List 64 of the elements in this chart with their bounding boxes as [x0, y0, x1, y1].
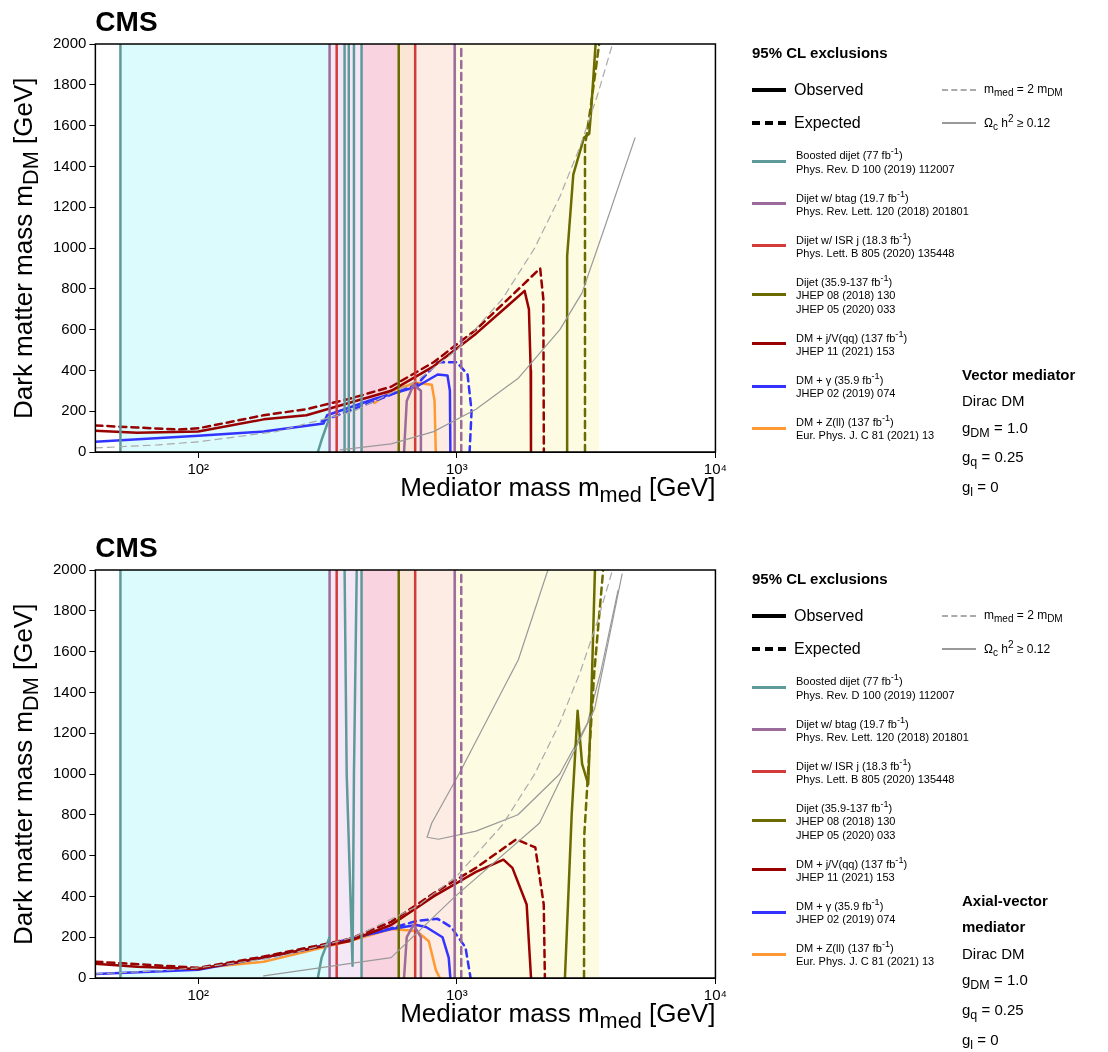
legend-label: Dijet w/ btag (19.7 fb$^{-1}$) Phys. Rev. Lett. 120 (2018) 201801: [796, 188, 969, 219]
legend-label: Ω$_{c}$ h$^{2}$ ≥ 0.12: [984, 639, 1051, 659]
x-tick-label: 10²: [187, 460, 210, 478]
y-tick-label: 2000: [52, 34, 87, 52]
legend-title: 95% CL exclusions: [752, 44, 889, 61]
legend-label: Boosted dijet (77 fb$^{-1}$) Phys. Rev. D 100 (2019) 112007: [796, 672, 955, 703]
y-tick-label: 200: [61, 927, 87, 945]
x-tick-label: 10³: [446, 986, 468, 1004]
legend-label: DM + γ (35.9 fb$^{-1}$) JHEP 02 (2019) 074: [796, 370, 896, 402]
text: g$_{q}$ = 0.25: [962, 447, 1025, 472]
legend-label: Boosted dijet (77 fb$^{-1}$) Phys. Rev. D 100 (2019) 112007: [796, 146, 955, 177]
x-tick-label: 10³: [446, 460, 468, 478]
y-tick-label: 1200: [52, 723, 87, 741]
text: g$_{l}$ = 0: [962, 1029, 1000, 1052]
legend-label: Dijet w/ ISR j (18.3 fb$^{-1}$) Phys. Lett. B 805 (2020) 135448: [796, 756, 955, 787]
text: Dirac DM: [962, 391, 1026, 412]
y-tick-label: 400: [61, 360, 87, 378]
x-tick-label: 10⁴: [703, 986, 728, 1004]
y-tick-label: 1200: [52, 197, 87, 215]
y-tick-label: 1000: [52, 238, 87, 256]
y-tick-label: 1000: [52, 764, 87, 782]
y-tick-label: 600: [61, 319, 87, 337]
legend-label: DM + γ (35.9 fb$^{-1}$) JHEP 02 (2019) 074: [796, 896, 896, 928]
text: Observed: [794, 607, 864, 625]
text: g$_{l}$ = 0: [962, 477, 1000, 502]
legend-label: m$_{med}$ = 2 m$_{DM}$: [984, 607, 1063, 625]
text: Expected: [794, 639, 861, 658]
y-tick-label: 400: [61, 886, 87, 904]
y-tick-label: 1400: [52, 156, 87, 174]
y-tick-label: 1600: [52, 641, 87, 659]
legend-label: DM + j/V(qq) (137 fb$^{-1}$) JHEP 11 (2021) 153: [796, 854, 908, 885]
y-tick-label: 2000: [52, 560, 87, 578]
y-tick-label: 800: [61, 278, 87, 296]
x-tick-label: 10⁴: [703, 460, 728, 478]
x-tick-label: 10²: [187, 986, 210, 1004]
y-tick-label: 800: [61, 804, 87, 822]
text: g$_{DM}$ = 1.0: [962, 417, 1029, 442]
legend-label: m$_{med}$ = 2 m$_{DM}$: [984, 81, 1063, 99]
legend-title: 95% CL exclusions: [752, 570, 889, 587]
y-tick-label: 0: [78, 968, 87, 986]
legend-label: Dijet (35.9-137 fb$^{-1}$) JHEP 08 (2018) 130 JHEP 05 (2020) 033: [796, 798, 896, 843]
chart-title: CMS: [95, 6, 158, 38]
y-tick-label: 0: [78, 442, 87, 460]
text: g$_{q}$ = 0.25: [962, 999, 1025, 1024]
chart-title: CMS: [95, 532, 158, 564]
legend-label: Ω$_{c}$ h$^{2}$ ≥ 0.12: [984, 113, 1051, 133]
text: g$_{DM}$ = 1.0: [962, 969, 1029, 994]
y-tick-label: 1600: [52, 115, 87, 133]
legend-label: DM + Z(ll) (137 fb$^{-1}$) Eur. Phys. J. C 81 (2021) 13: [796, 413, 935, 444]
text: Observed: [794, 81, 864, 99]
text: Vector mediator: [962, 365, 1076, 385]
y-tick-label: 1400: [52, 682, 87, 700]
text: Dirac DM: [962, 943, 1026, 964]
legend-label: DM + Z(ll) (137 fb$^{-1}$) Eur. Phys. J. C 81 (2021) 13: [796, 939, 935, 970]
y-tick-label: 200: [61, 401, 87, 419]
legend-label: DM + j/V(qq) (137 fb$^{-1}$) JHEP 11 (2021) 153: [796, 328, 908, 359]
text: Axial-vector mediator: [962, 891, 1049, 938]
y-tick-label: 600: [61, 845, 87, 863]
legend-label: Dijet w/ ISR j (18.3 fb$^{-1}$) Phys. Lett. B 805 (2020) 135448: [796, 230, 955, 261]
legend-label: Dijet w/ btag (19.7 fb$^{-1}$) Phys. Rev. Lett. 120 (2018) 201801: [796, 714, 969, 745]
y-tick-label: 1800: [52, 74, 87, 92]
legend-label: Dijet (35.9-137 fb$^{-1}$) JHEP 08 (2018) 130 JHEP 05 (2020) 033: [796, 272, 896, 317]
text: Expected: [794, 113, 861, 132]
y-tick-label: 1800: [52, 600, 87, 618]
